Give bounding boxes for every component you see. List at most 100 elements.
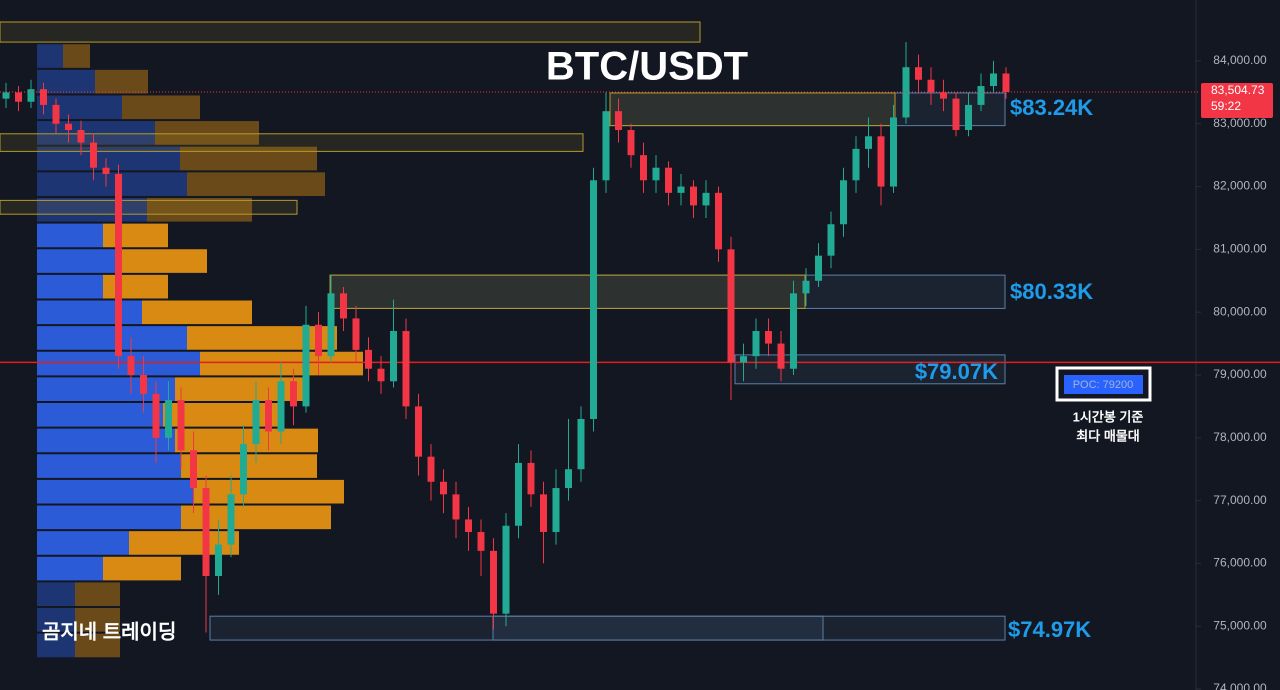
volume-profile-sell xyxy=(103,274,168,299)
volume-profile-sell xyxy=(194,479,344,504)
y-tick-label: 83,000.00 xyxy=(1213,116,1267,130)
candle-body xyxy=(90,142,97,168)
price-annotation: $80.33K xyxy=(1010,279,1093,304)
poc-box xyxy=(1064,375,1143,394)
candle-body xyxy=(715,192,722,250)
volume-profile-buy xyxy=(37,454,181,478)
volume-profile-sell xyxy=(103,556,181,581)
candle-body xyxy=(440,481,447,495)
poc-note: 1시간봉 기준 xyxy=(1073,409,1144,424)
candle-body xyxy=(115,173,122,357)
candle-body xyxy=(190,450,197,489)
volume-profile-buy xyxy=(37,300,142,325)
candle-body xyxy=(877,136,885,187)
volume-profile-buy xyxy=(37,44,63,68)
candle-body xyxy=(865,136,872,149)
candle-body xyxy=(590,180,597,419)
volume-profile-buy xyxy=(37,556,103,581)
candle-body xyxy=(165,400,172,438)
volume-profile-sell xyxy=(175,377,305,402)
candle-body xyxy=(527,462,535,495)
candle-body xyxy=(415,406,422,457)
candle-body xyxy=(752,331,760,357)
candle-body xyxy=(365,349,372,369)
candle-body xyxy=(665,167,672,193)
candle-body xyxy=(990,73,997,87)
price-zone xyxy=(329,274,806,309)
candle-body xyxy=(215,544,222,576)
volume-profile-buy xyxy=(37,531,129,555)
price-zone xyxy=(0,199,298,215)
volume-profile-buy xyxy=(37,223,103,248)
last-price-label: 83,504.73 xyxy=(1211,83,1265,97)
candle-body xyxy=(640,155,647,181)
candle-body xyxy=(965,104,972,131)
volume-profile-buy xyxy=(37,505,181,530)
candle-body xyxy=(740,356,747,363)
candle-body xyxy=(627,130,635,156)
poc-label: POC: 79200 xyxy=(1073,379,1134,391)
candle-body xyxy=(952,98,960,131)
candle-body xyxy=(252,400,260,445)
y-tick-label: 74,000.00 xyxy=(1213,681,1267,690)
candle-body xyxy=(102,167,110,174)
candle-body xyxy=(1002,73,1010,93)
candle-body xyxy=(127,356,135,375)
candle-body xyxy=(915,67,922,80)
volume-profile-sell xyxy=(63,44,90,68)
price-annotation: $83.24K xyxy=(1010,95,1093,120)
candle-body xyxy=(552,488,560,533)
candle-body xyxy=(340,293,347,319)
candle-body xyxy=(15,92,22,102)
candle-body xyxy=(690,186,697,206)
volume-profile-sell xyxy=(180,146,317,171)
candle-body xyxy=(840,180,847,225)
candle-body xyxy=(790,293,797,369)
volume-profile-sell xyxy=(142,300,252,325)
volume-profile-buy xyxy=(37,582,75,607)
candle-body xyxy=(402,331,410,407)
candle-body xyxy=(765,331,772,344)
candle-body xyxy=(477,532,485,551)
volume-profile-sell xyxy=(147,197,252,222)
candle-body xyxy=(265,400,272,432)
candle-body xyxy=(815,255,822,281)
candle-body xyxy=(540,494,547,533)
volume-profile-sell xyxy=(181,454,317,478)
y-tick-label: 81,000.00 xyxy=(1213,242,1267,256)
candle-body xyxy=(52,104,60,124)
candle-body xyxy=(390,331,397,382)
candle-body xyxy=(327,293,335,357)
candle-body xyxy=(2,92,10,99)
candle-body xyxy=(302,324,310,407)
candle-body xyxy=(77,130,85,143)
candle-body xyxy=(677,186,685,193)
volume-profile-sell xyxy=(75,582,120,607)
price-zone xyxy=(0,21,701,43)
candle-body xyxy=(940,92,947,99)
candle-body xyxy=(152,393,160,438)
candle-body xyxy=(427,456,435,482)
candle-body xyxy=(802,280,810,294)
candle-body xyxy=(515,462,522,526)
candle-body xyxy=(202,488,210,576)
candle-body xyxy=(927,79,935,93)
volume-profile-buy xyxy=(37,608,75,632)
volume-profile-buy xyxy=(37,274,103,299)
volume-profile-sell xyxy=(95,69,148,94)
candle-body xyxy=(890,117,897,187)
candle-body xyxy=(227,494,235,545)
candle-body xyxy=(777,343,785,369)
volume-profile-buy xyxy=(37,146,180,171)
volume-profile-buy xyxy=(37,95,122,120)
y-tick-label: 79,000.00 xyxy=(1213,367,1267,381)
volume-profile-sell xyxy=(75,608,120,632)
volume-profile-buy xyxy=(37,326,187,350)
price-annotation: $74.97K xyxy=(1008,617,1091,642)
candle-body xyxy=(277,381,285,432)
volume-profile-sell xyxy=(122,95,200,120)
y-tick-label: 80,000.00 xyxy=(1213,304,1267,318)
candle-body xyxy=(452,494,460,520)
candle-body xyxy=(977,86,985,105)
